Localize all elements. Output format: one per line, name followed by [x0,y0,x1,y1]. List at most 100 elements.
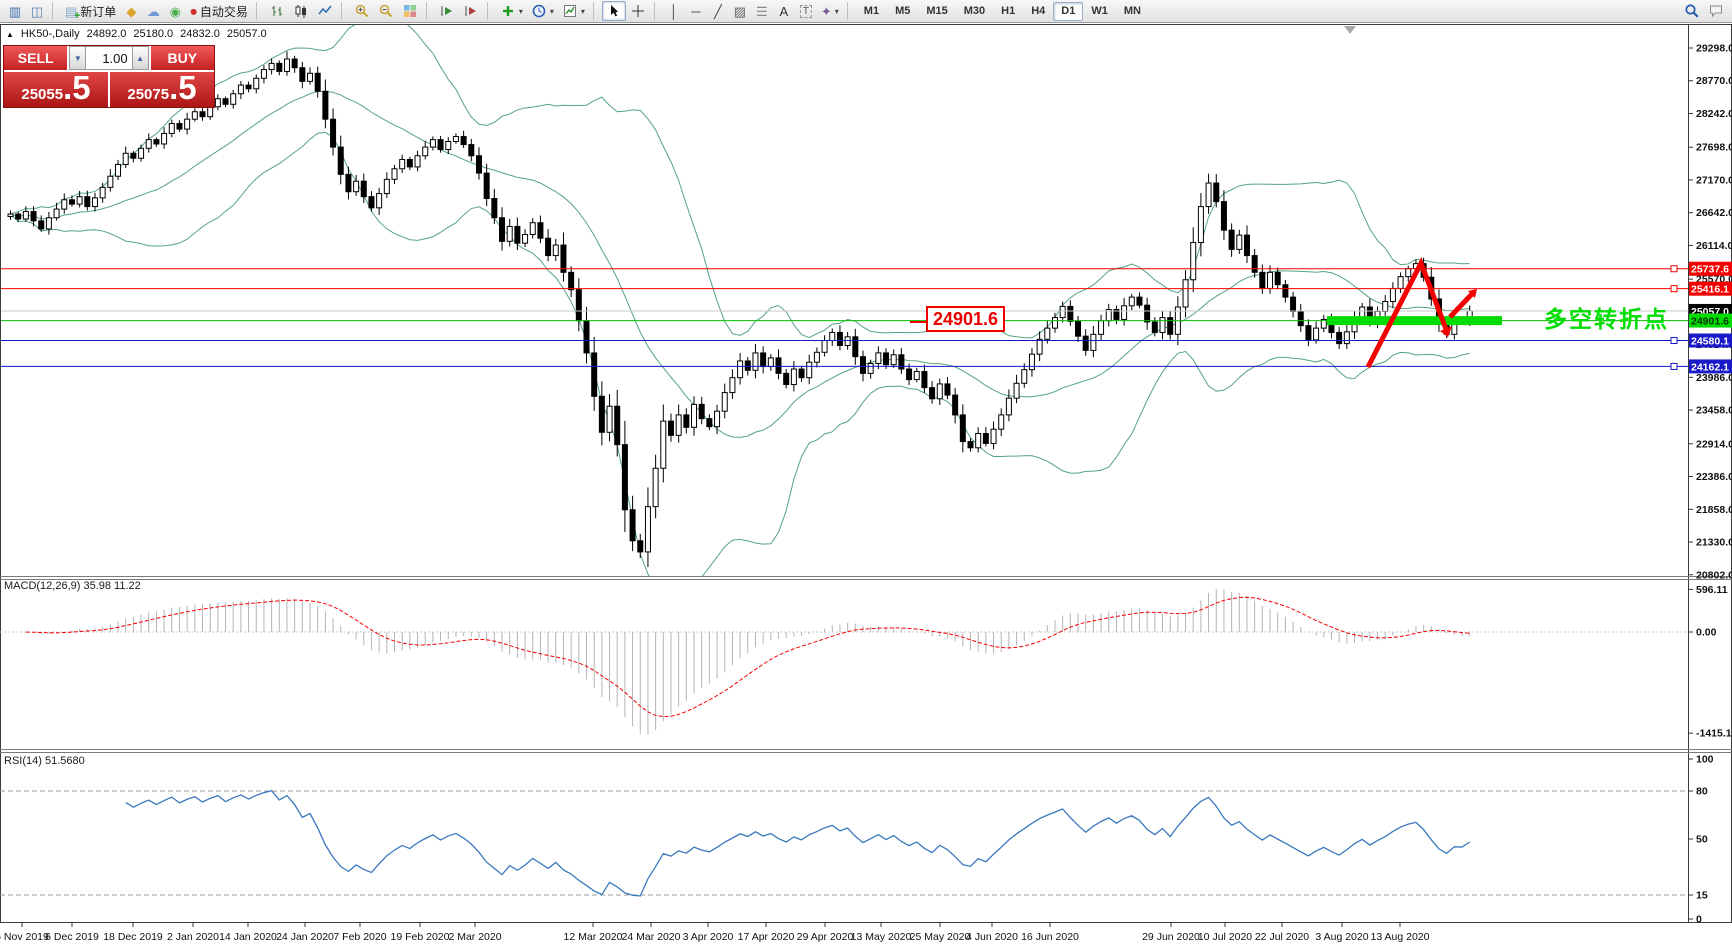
svg-text:16 Jun 2020: 16 Jun 2020 [1021,931,1079,943]
sell-price-int: 25055 [21,85,64,103]
charts-icon[interactable]: ▥ [8,3,22,19]
svg-text:29 Apr 2020: 29 Apr 2020 [797,931,854,943]
timeframe-w1[interactable]: W1 [1091,5,1108,17]
label-icon[interactable]: T [795,1,817,21]
svg-text:25737.6: 25737.6 [1691,264,1729,276]
svg-text:80: 80 [1696,786,1708,798]
templates-icon[interactable]: ▾ [558,1,589,21]
svg-text:-1415.19: -1415.19 [1696,728,1732,740]
svg-text:24901.6: 24901.6 [1691,316,1729,328]
chart-shift-icon[interactable] [459,1,483,21]
timeframe-h1[interactable]: H1 [1001,5,1016,17]
volume-input[interactable]: 1.00 [86,46,132,70]
one-click-trading-panel: SELL ▼ 1.00 ▲ BUY 25055.5 25075.5 [3,45,215,108]
zoom-out-icon[interactable] [374,1,398,21]
timeframe-m5[interactable]: M5 [895,5,911,17]
timeframe-m15[interactable]: M15 [926,5,948,17]
buy-price-int: 25075 [127,85,170,103]
buy-price[interactable]: 25075.5 [110,69,214,107]
timeframe-mn[interactable]: MN [1123,5,1141,17]
toolbar-separator [592,2,599,20]
toolbar-separator [255,2,262,20]
cursor-icon[interactable] [601,1,626,21]
top-toolbar: ▥ ◫ ▤ + 新订单 ◆ ☁ ◉ ⏺ 自动交易 ▾ ▾ ▾ │ ─ ╱ ▨ ☰ A T ✦ ▾ M1 M5 M15 M30 H1… [0,0,1732,23]
volume-decrease-icon[interactable]: ▼ [69,46,87,70]
signals-icon[interactable]: ◉ [169,3,181,19]
svg-text:24 Mar 2020: 24 Mar 2020 [622,931,681,943]
horizontal-line-icon[interactable]: ─ [691,3,701,19]
line-chart-icon[interactable] [313,1,337,21]
toolbox-icon[interactable]: ◆ [126,3,137,19]
svg-text:29298.0: 29298.0 [1696,43,1732,55]
svg-text:26114.0: 26114.0 [1696,240,1732,252]
periods-icon[interactable]: ▾ [527,1,558,21]
autotrading-button[interactable]: ⏺ 自动交易 [190,3,248,19]
svg-text:12 Mar 2020: 12 Mar 2020 [564,931,623,943]
buy-price-pip: .5 [169,69,197,106]
toolbar-separator [52,2,58,20]
macd-label: MACD(12,26,9) 35.98 11.22 [4,580,141,592]
svg-text:18 Dec 2019: 18 Dec 2019 [103,931,163,943]
candlestick-chart-icon[interactable] [289,1,313,21]
zoom-in-icon[interactable] [350,1,374,21]
auto-scroll-icon[interactable] [435,1,459,21]
publish-icon[interactable]: ☁ [146,3,160,19]
svg-text:29 Jun 2020: 29 Jun 2020 [1142,931,1200,943]
channel-icon[interactable]: ▨ [733,3,747,19]
svg-text:25416.1: 25416.1 [1691,284,1729,296]
svg-text:50: 50 [1696,834,1708,846]
svg-text:13 Aug 2020: 13 Aug 2020 [1371,931,1430,943]
vertical-line-icon[interactable]: │ [669,3,678,19]
svg-text:21330.0: 21330.0 [1696,537,1732,549]
fibonacci-icon[interactable]: ☰ [756,3,768,19]
search-icon[interactable] [1680,1,1704,21]
new-order-button[interactable]: ▤ + 新订单 [65,3,117,22]
chart-ohlc-header: ▲ HK50-,Daily 24892.0 25180.0 24832.0 25… [6,28,267,40]
svg-text:22386.0: 22386.0 [1696,471,1732,483]
symbol-name: HK50-,Daily [20,28,80,40]
svg-text:22 Jul 2020: 22 Jul 2020 [1255,931,1309,943]
price-level-annotation[interactable]: 24901.6 [909,306,1006,332]
profiles-icon[interactable]: ◫ [30,3,44,19]
svg-text:596.11: 596.11 [1696,584,1728,596]
turning-point-text[interactable]: 多空转折点 [1544,306,1669,332]
toolbar-separator [425,2,432,20]
svg-text:3 Apr 2020: 3 Apr 2020 [683,931,734,943]
timeframe-m30[interactable]: M30 [963,5,986,17]
trendline-icon[interactable]: ╱ [713,3,722,19]
svg-text:17 Apr 2020: 17 Apr 2020 [738,931,795,943]
ohlc-close: 25057.0 [226,28,267,40]
sell-button[interactable]: SELL [4,46,68,70]
volume-increase-icon[interactable]: ▲ [131,46,149,70]
tile-windows-icon[interactable] [398,1,422,21]
timeframe-bar: M1 M5 M15 M30 H1 H4 D1 W1 MN [856,1,1149,21]
timeframe-m1[interactable]: M1 [863,5,880,17]
svg-text:2 Mar 2020: 2 Mar 2020 [448,931,501,943]
buy-button[interactable]: BUY [150,46,215,70]
toolbar-separator [653,2,660,20]
svg-text:7 Feb 2020: 7 Feb 2020 [333,931,386,943]
svg-text:19 Feb 2020: 19 Feb 2020 [391,931,450,943]
svg-text:24 Jan 2020: 24 Jan 2020 [276,931,334,943]
crosshair-icon[interactable] [626,1,650,21]
ohlc-high: 25180.0 [133,28,174,40]
chat-icon[interactable] [1704,1,1728,21]
shapes-icon[interactable]: ✦ ▾ [820,3,839,19]
timeframe-d1[interactable]: D1 [1053,1,1084,21]
svg-text:24162.1: 24162.1 [1691,361,1729,373]
svg-text:28242.0: 28242.0 [1696,108,1732,120]
svg-text:15: 15 [1696,890,1708,902]
svg-text:100: 100 [1696,754,1714,766]
svg-text:10 Jul 2020: 10 Jul 2020 [1198,931,1252,943]
svg-text:22914.0: 22914.0 [1696,438,1732,450]
svg-text:3 Aug 2020: 3 Aug 2020 [1315,931,1368,943]
toolbar-separator [846,2,853,20]
svg-text:2 Jan 2020: 2 Jan 2020 [167,931,219,943]
svg-text:26642.0: 26642.0 [1696,207,1732,219]
text-icon[interactable]: A [779,3,789,19]
indicators-icon[interactable]: ▾ [502,6,523,16]
sell-price[interactable]: 25055.5 [4,71,110,107]
timeframe-h4[interactable]: H4 [1031,5,1046,17]
bar-chart-icon[interactable] [265,1,289,21]
